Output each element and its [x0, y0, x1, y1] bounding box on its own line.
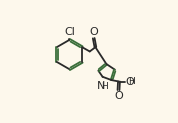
- Text: Cl: Cl: [64, 27, 75, 38]
- Text: N: N: [97, 81, 106, 91]
- Text: H: H: [101, 82, 108, 91]
- Text: O: O: [125, 77, 134, 87]
- Text: O: O: [89, 27, 98, 37]
- Text: O: O: [114, 91, 123, 101]
- Text: H: H: [128, 77, 135, 86]
